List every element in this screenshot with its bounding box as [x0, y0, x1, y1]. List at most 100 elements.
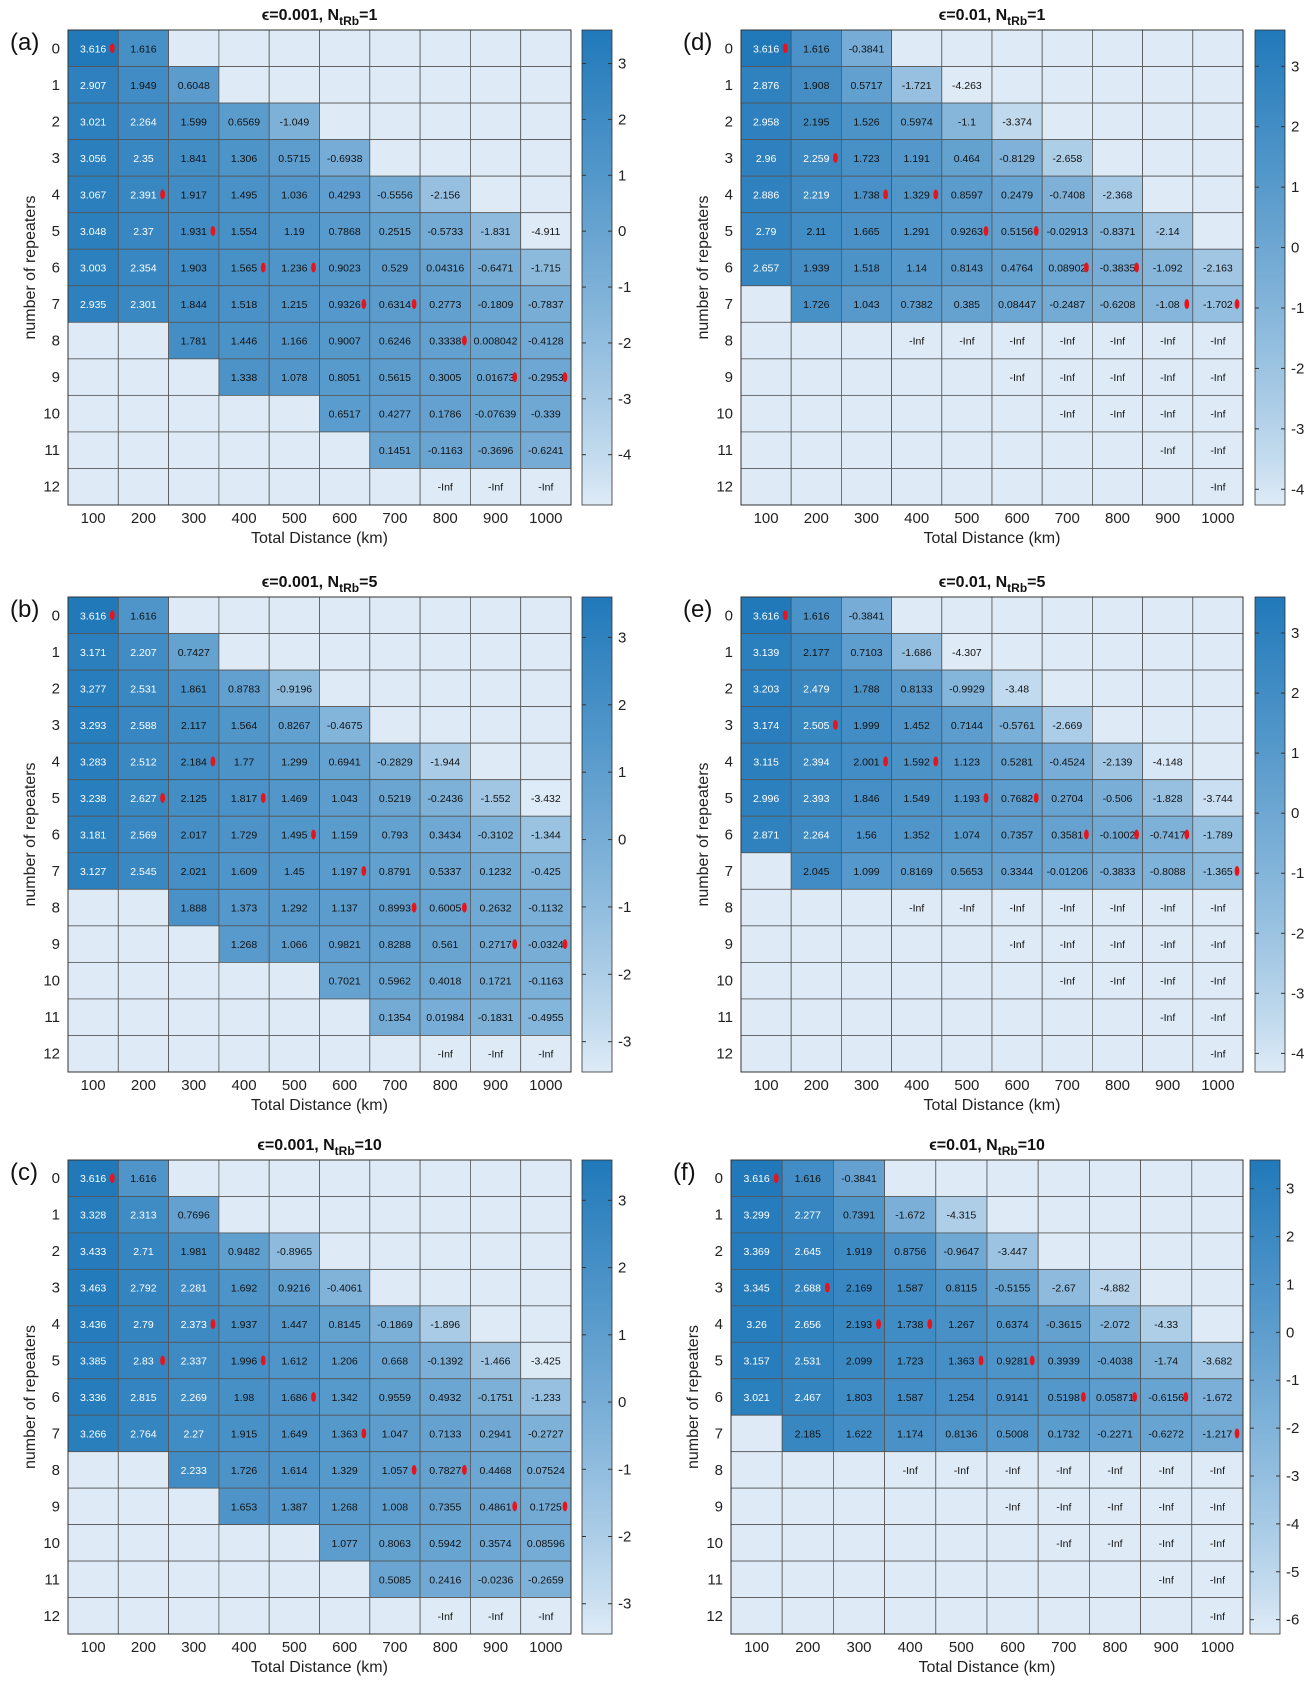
colorbar-tick-label: 1	[1291, 179, 1299, 196]
cell-value: 1.452	[904, 720, 930, 732]
heatmap-cell	[419, 815, 471, 854]
cell-value: -0.6471	[478, 263, 514, 275]
heatmap-cell	[935, 1560, 988, 1598]
heatmap-cell	[369, 1341, 421, 1380]
heatmap-cell	[419, 1487, 471, 1526]
heatmap-cell	[1041, 596, 1093, 634]
heatmap-cell	[168, 1414, 220, 1453]
cell-value: 1.352	[904, 830, 930, 842]
heatmap-cell	[790, 852, 842, 890]
cell-value: 1.074	[954, 830, 980, 842]
cell-value: 0.1732	[1048, 1428, 1080, 1440]
heatmap-cell	[268, 925, 320, 963]
cell-value: 1.861	[181, 683, 207, 695]
y-tick-label: 1	[52, 1207, 60, 1224]
heatmap-cell	[469, 888, 522, 927]
heatmap-cell	[1037, 1196, 1090, 1234]
cell-value: 1.166	[281, 336, 307, 348]
heatmap-cell	[419, 175, 471, 214]
heatmap-cell	[841, 66, 893, 104]
cell-value: 0.9023	[329, 263, 361, 275]
cell-value: 3.174	[753, 720, 779, 732]
heatmap-cell	[218, 852, 270, 890]
x-tick-label: 900	[1155, 1077, 1180, 1094]
heatmap-cell	[67, 1035, 119, 1073]
cell-value: 0.04316	[426, 263, 464, 275]
heatmap-cell	[891, 212, 943, 250]
y-tick-label: 0	[52, 1170, 60, 1187]
heatmap-cell	[218, 1524, 270, 1562]
heatmap-cell	[730, 1196, 783, 1234]
x-tick-label: 400	[898, 1639, 923, 1656]
y-axis-label: number of repeaters	[22, 195, 39, 339]
heatmap-cell	[891, 102, 943, 141]
cell-value: 0.8288	[379, 939, 411, 951]
cell-value: 1.338	[231, 372, 257, 384]
cell-value: -0.5556	[377, 189, 413, 201]
cell-value: -Inf	[438, 482, 453, 494]
cell-value: 2.233	[181, 1465, 207, 1477]
heatmap-cell	[1140, 1232, 1193, 1270]
cell-value: 0.7391	[843, 1210, 875, 1222]
heatmap-cell	[319, 431, 371, 469]
heatmap-cell	[781, 1524, 834, 1562]
x-tick-label: 200	[131, 1639, 156, 1656]
optimal-marker	[1084, 262, 1089, 273]
x-tick-label: 800	[1105, 510, 1130, 527]
chart-title: ϵ=0.01, NtRb=10	[929, 1137, 1045, 1158]
heatmap-cell	[419, 925, 471, 963]
x-tick-label: 400	[232, 510, 257, 527]
heatmap-cell	[469, 1196, 522, 1234]
optimal-marker	[210, 1319, 216, 1330]
cell-value: 2.876	[753, 80, 779, 92]
optimal-marker	[782, 610, 788, 621]
cell-value: 3.021	[80, 116, 106, 128]
heatmap-cell	[268, 468, 320, 506]
panel-label: (a)	[10, 29, 39, 56]
y-tick-label: 0	[52, 607, 60, 624]
heatmap-cell	[168, 1196, 220, 1234]
cell-value: 2.277	[795, 1210, 821, 1222]
y-axis-label: number of repeaters	[22, 762, 39, 906]
heatmap-cell	[1092, 888, 1144, 927]
heatmap-cell	[117, 1035, 170, 1073]
heatmap-cell	[218, 1305, 270, 1343]
heatmap-cell	[1037, 1487, 1090, 1526]
cell-value: 2.373	[181, 1319, 207, 1331]
cell-value: 2.512	[130, 756, 156, 768]
heatmap-cell	[469, 706, 522, 744]
cell-value: 0.9216	[278, 1283, 310, 1295]
cell-value: 0.2515	[379, 226, 411, 238]
heatmap-cell	[67, 248, 119, 287]
y-axis-label: number of repeaters	[695, 195, 712, 339]
y-tick-label: 6	[52, 1389, 60, 1406]
y-axis-label: number of repeaters	[685, 1325, 702, 1469]
heatmap-cell	[469, 431, 522, 469]
x-tick-label: 400	[904, 510, 929, 527]
cell-value: -Inf	[1010, 903, 1025, 915]
cell-value: 0.8063	[379, 1538, 411, 1550]
heatmap-panel-5: 3.616 1.616 -0.3841 3.299 2.277 0.7391 -1.672 -…	[673, 1137, 1299, 1676]
heatmap-cell	[168, 1232, 220, 1270]
cell-value: 1.614	[281, 1465, 307, 1477]
y-tick-label: 3	[52, 717, 60, 734]
cell-value: -Inf	[438, 1611, 453, 1623]
y-tick-label: 0	[725, 40, 733, 57]
heatmap-cell	[1191, 1597, 1244, 1635]
heatmap-cell	[740, 321, 792, 360]
cell-value: -0.8965	[277, 1246, 313, 1258]
y-tick-label: 12	[43, 1608, 60, 1625]
optimal-marker	[927, 1319, 933, 1330]
cell-value: 2.184	[181, 756, 207, 768]
heatmap-cell	[1142, 669, 1194, 708]
cell-value: -1.828	[1153, 793, 1183, 805]
heatmap-cell	[1037, 1268, 1090, 1307]
heatmap-cell	[891, 285, 943, 323]
y-tick-label: 5	[715, 1353, 723, 1370]
cell-value: 1.299	[281, 756, 307, 768]
cell-value: 3.616	[80, 43, 106, 55]
heatmap-cell	[1037, 1560, 1090, 1598]
x-tick-label: 200	[795, 1639, 820, 1656]
cell-value: 3.266	[80, 1428, 106, 1440]
heatmap-cell	[117, 358, 170, 396]
